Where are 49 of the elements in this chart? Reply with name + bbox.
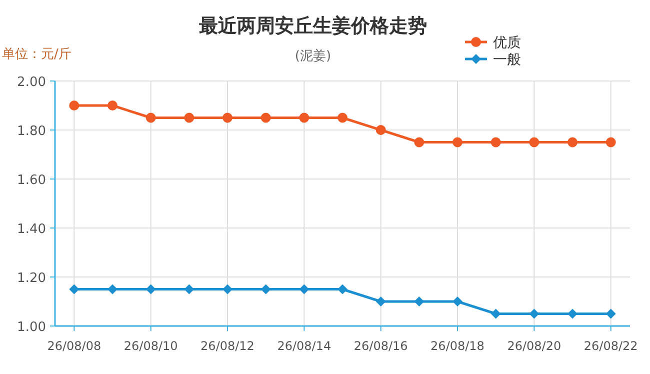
point bbox=[606, 308, 616, 319]
y-tick-label: 1.20 bbox=[17, 271, 46, 286]
y-tick-label: 2.00 bbox=[17, 75, 46, 90]
point bbox=[529, 308, 540, 319]
point bbox=[146, 112, 156, 123]
y-tick-label: 1.40 bbox=[17, 222, 46, 237]
point bbox=[69, 100, 80, 110]
text: 单位：元/斤 bbox=[2, 47, 72, 62]
point bbox=[260, 284, 271, 294]
point bbox=[146, 284, 156, 294]
point bbox=[414, 296, 424, 306]
point bbox=[376, 296, 386, 306]
point bbox=[452, 137, 462, 148]
point bbox=[108, 284, 118, 294]
x-tick-label: 26/08/10 bbox=[124, 339, 178, 353]
point bbox=[529, 137, 540, 148]
point bbox=[299, 284, 310, 294]
point bbox=[299, 112, 310, 123]
legend-label: 一般 bbox=[493, 52, 521, 68]
point bbox=[222, 112, 232, 123]
point bbox=[222, 284, 232, 294]
x-tick-label: 26/08/12 bbox=[200, 339, 254, 353]
point bbox=[568, 137, 578, 148]
x-tick-label: 26/08/18 bbox=[430, 339, 484, 353]
point bbox=[338, 284, 348, 294]
y-tick-label: 1.80 bbox=[17, 124, 46, 139]
x-tick-label: 26/08/16 bbox=[354, 339, 408, 353]
y-tick-label: 1.60 bbox=[17, 173, 46, 188]
point bbox=[108, 100, 118, 110]
chart-title: 最近两周安丘生姜价格走势 bbox=[198, 15, 427, 37]
x-tick-label: 26/08/20 bbox=[507, 339, 562, 353]
point bbox=[490, 137, 501, 148]
y-tick-label: 1.00 bbox=[17, 320, 46, 335]
point bbox=[260, 112, 271, 123]
x-tick-label: 26/08/14 bbox=[277, 339, 332, 353]
point bbox=[69, 284, 80, 294]
point bbox=[184, 284, 194, 294]
x-tick-label: 26/08/22 bbox=[584, 339, 638, 353]
point bbox=[376, 125, 386, 135]
point bbox=[568, 308, 578, 319]
point bbox=[490, 308, 501, 319]
point bbox=[184, 112, 194, 123]
point bbox=[606, 137, 616, 148]
point bbox=[414, 137, 424, 148]
point bbox=[452, 296, 462, 306]
legend-label: 优质 bbox=[493, 35, 521, 51]
point bbox=[338, 112, 348, 123]
chart-subtitle: (泥姜) bbox=[294, 48, 332, 64]
x-tick-label: 26/08/08 bbox=[47, 339, 102, 353]
